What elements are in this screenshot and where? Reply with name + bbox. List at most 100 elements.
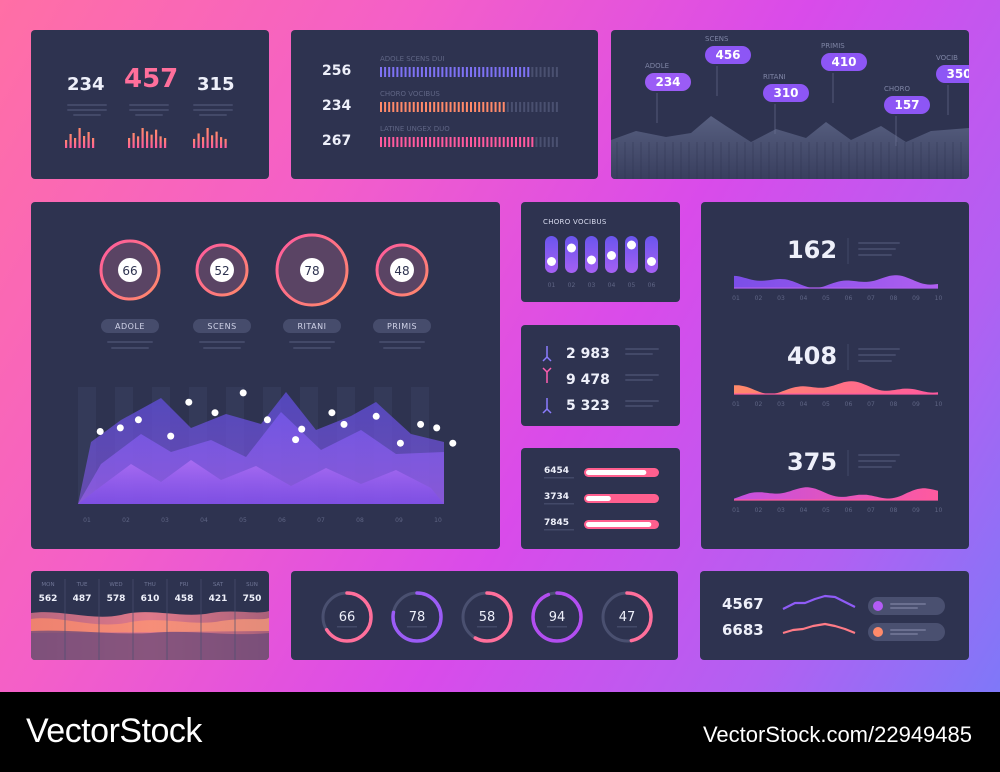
x-tick-label: 09 [912, 507, 920, 514]
segment [408, 137, 411, 147]
donut-panel: 66 78 58 94 47 [291, 571, 678, 660]
segment [523, 102, 526, 112]
day-value: 562 [39, 594, 58, 604]
callout-value: 456 [715, 48, 740, 62]
x-tick-label: 06 [845, 295, 853, 302]
bar-fill [586, 522, 652, 527]
bar [137, 136, 140, 148]
segment [543, 102, 546, 112]
legend-pill [868, 597, 945, 615]
segment [551, 137, 554, 147]
caption-line [890, 633, 918, 635]
x-tick-label: 10 [434, 517, 442, 524]
arrow-up-icon [542, 407, 552, 414]
segment [396, 137, 399, 147]
row-value: 267 [322, 133, 351, 149]
segment [527, 67, 530, 77]
segment [523, 137, 526, 147]
segment [515, 137, 517, 147]
segment [420, 137, 423, 147]
x-tick-label: 07 [867, 507, 875, 514]
trend-value: 2 983 [566, 346, 610, 362]
caption-line [890, 629, 926, 631]
gauge-value: 48 [394, 264, 409, 278]
segment [420, 102, 423, 112]
callout-value: 234 [655, 75, 680, 89]
caption-line [625, 348, 659, 350]
progress-rows-panel: 256 ADOLE SCENS DUI 234 CHORO VOCIBUS 267 LAT… [291, 30, 598, 179]
segment [433, 102, 436, 112]
trend-value: 9 478 [566, 372, 610, 388]
trend-list: 2 983 9 478 5 323 [542, 346, 659, 414]
caption-line [544, 529, 574, 531]
caption-line [625, 353, 653, 355]
segment [437, 102, 440, 112]
segment [392, 67, 395, 77]
bar [155, 129, 158, 148]
sparkline-legend: 4567 6683 [722, 594, 945, 641]
wave-area [734, 275, 938, 288]
segment [404, 137, 407, 147]
segment [429, 67, 432, 77]
segment [445, 102, 448, 112]
gauge-core [390, 258, 414, 282]
segment [490, 67, 493, 77]
segment [445, 137, 448, 147]
x-tick-label: 05 [239, 517, 247, 524]
donut-value: 94 [549, 610, 566, 625]
caption-line [73, 114, 101, 116]
caption-line [544, 503, 574, 505]
day-value: 458 [175, 594, 194, 604]
segment [486, 67, 489, 77]
bar [132, 133, 135, 148]
segment [539, 137, 542, 147]
day-label: TUE [76, 582, 88, 588]
segment [474, 137, 477, 147]
bar [78, 128, 81, 148]
segment [535, 137, 538, 147]
segment [539, 102, 542, 112]
x-tick-label: 08 [890, 507, 898, 514]
segment [384, 137, 387, 147]
caption-line [890, 603, 926, 605]
segment [539, 67, 542, 77]
segment [420, 67, 423, 77]
segment [437, 67, 440, 77]
caption-line [858, 242, 900, 244]
x-tick-label: 03 [777, 295, 785, 302]
segment [531, 67, 534, 77]
bar [215, 131, 218, 148]
segment [416, 137, 419, 147]
bar-value: 3734 [544, 492, 569, 502]
x-tick-label: 02 [755, 401, 763, 408]
wave-value: 375 [787, 448, 837, 476]
segment [412, 67, 415, 77]
segment [437, 137, 440, 147]
segment [433, 67, 436, 77]
caption-line [858, 466, 892, 468]
segment [429, 102, 432, 112]
bar-fill [586, 496, 611, 501]
x-tick-label: 06 [845, 401, 853, 408]
callout-area-chart: ADOLE 234 SCENS 456 RITANI 310 PRIMIS 410 CHORO 1… [611, 35, 969, 179]
wave-value: 408 [787, 342, 837, 370]
segment [527, 102, 530, 112]
segmented-progress-bars: 256 ADOLE SCENS DUI 234 CHORO VOCIBUS 267 LAT… [322, 55, 558, 149]
x-tick-label: 09 [912, 401, 920, 408]
data-point [211, 409, 219, 417]
caption-line [129, 109, 169, 111]
caption-line [625, 400, 659, 402]
segment [445, 67, 448, 77]
caption-line [383, 347, 421, 349]
segment [396, 102, 399, 112]
segment [519, 102, 522, 112]
bar [197, 133, 200, 148]
day-value: 750 [243, 594, 262, 604]
bar [159, 136, 162, 148]
slider-knob [567, 243, 576, 253]
caption-line [858, 460, 896, 462]
segment [404, 67, 407, 77]
segment [478, 137, 481, 147]
gauge-label: RITANI [298, 322, 327, 331]
area-shadow [31, 630, 269, 660]
